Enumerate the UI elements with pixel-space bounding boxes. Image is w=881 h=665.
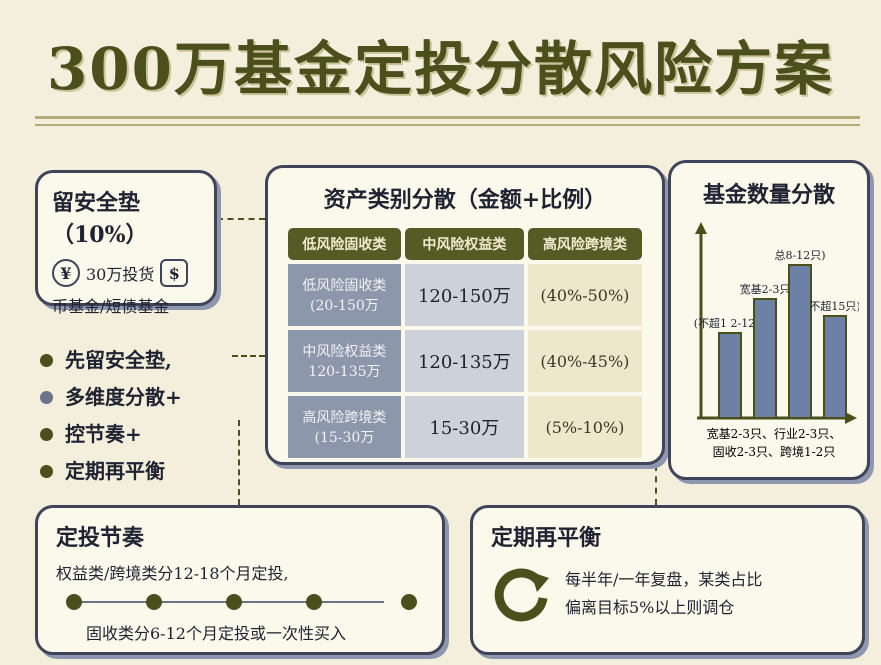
rebalance-heading: 定期再平衡 <box>491 525 602 551</box>
percent-cell: (5%-10%) <box>527 396 642 458</box>
x-axis-arrow-icon <box>845 412 857 424</box>
percent-cell: (40%-50%) <box>527 264 642 326</box>
fund-count-chart: (不超1 2-12只 宽基2-3只 总8-12只) 不超15只) 宽基2-3只、行业2-… <box>694 222 859 459</box>
table-row: 低风险固收类 (20-150万 120-150万 (40%-50%) <box>288 264 642 326</box>
allocation-table: 低风险固收类 中风险权益类 高风险跨境类 低风险固收类 (20-150万 120-… <box>284 224 646 462</box>
strategy-bullets: 先留安全垫, 多维度分散+ 控节奏+ 定期再平衡 <box>40 342 182 490</box>
bullet-item: 控节奏+ <box>40 416 182 453</box>
x-axis-label: 宽基2-3只、行业2-3只、 <box>707 426 842 441</box>
table-row: 中风险权益类 120-135万 120-135万 (40%-45%) <box>288 330 642 392</box>
bar-label: 总8-12只) <box>774 248 825 262</box>
timeline-dot-icon <box>306 594 322 610</box>
connector <box>217 218 265 220</box>
timeline-dot-icon <box>146 594 162 610</box>
rhythm-line1: 权益类/跨境类分12-18个月定投, <box>56 564 289 583</box>
bar <box>823 315 847 419</box>
chart-title: 基金数量分散 <box>702 182 835 208</box>
rebalance-line2: 偏离目标5%以上则调仓 <box>565 598 735 617</box>
money-bag-icon: $ <box>160 259 189 287</box>
column-header: 高风险跨境类 <box>527 228 642 260</box>
bullet-dot-icon <box>40 391 53 404</box>
x-axis-label: 固收2-3只、跨境1-2只 <box>713 444 836 459</box>
bar-label: 不超15只) <box>809 299 859 313</box>
dca-rhythm-card: 定投节奏 权益类/跨境类分12-18个月定投, 固收类分6-12个月定投或一次性… <box>35 505 445 655</box>
table-row: 高风险跨境类 (15-30万 15-30万 (5%-10%) <box>288 396 642 458</box>
amount-cell: 15-30万 <box>404 396 524 458</box>
safety-heading: 留安全垫（10%） <box>52 190 148 248</box>
amount-cell: 120-150万 <box>404 264 524 326</box>
bullet-item: 多维度分散+ <box>40 379 182 416</box>
safety-line2: 币基金/短债基金 <box>52 297 170 316</box>
safety-line1: 30万投货 <box>86 265 155 284</box>
divider <box>35 116 860 119</box>
bullet-dot-icon <box>40 354 53 367</box>
rebalance-line1: 每半年/一年复盘，某类占比 <box>565 570 763 589</box>
connector <box>232 355 265 357</box>
bar <box>753 298 777 419</box>
bullet-item: 定期再平衡 <box>40 453 182 490</box>
timeline-dot-icon <box>226 594 242 610</box>
page-title: 300万基金定投分散风险方案 <box>46 35 835 103</box>
bullet-dot-icon <box>40 465 53 478</box>
asset-allocation-card: 资产类别分散（金额+比例） 低风险固收类 中风险权益类 高风险跨境类 低风险固收… <box>265 165 665 465</box>
timeline <box>56 592 424 612</box>
fund-count-card: 基金数量分散 (不超1 2-12只 宽基2-3只 总8-12只) 不超15只) 宽基2-… <box>668 160 870 480</box>
connector <box>238 420 240 505</box>
column-header: 中风险权益类 <box>404 228 524 260</box>
category-cell: 中风险权益类 120-135万 <box>288 330 401 392</box>
rebalance-card: 定期再平衡 每半年/一年复盘，某类占比 偏离目标5%以上则调仓 <box>470 505 865 655</box>
connector <box>655 465 657 505</box>
bullet-dot-icon <box>40 428 53 441</box>
bar-label: (不超1 2-12只 <box>694 316 767 330</box>
timeline-dot-icon <box>66 594 82 610</box>
timeline-dot-icon <box>401 594 417 610</box>
yen-coin-icon: ¥ <box>52 259 80 287</box>
y-axis-arrow-icon <box>695 222 707 234</box>
allocation-heading: 资产类别分散（金额+比例） <box>323 187 607 213</box>
cycle-arrow-icon <box>494 568 549 622</box>
bar-label: 宽基2-3只 <box>740 282 791 296</box>
category-cell: 低风险固收类 (20-150万 <box>288 264 401 326</box>
rhythm-heading: 定投节奏 <box>56 525 145 551</box>
category-cell: 高风险跨境类 (15-30万 <box>288 396 401 458</box>
bullet-item: 先留安全垫, <box>40 342 182 379</box>
column-header: 低风险固收类 <box>288 228 401 260</box>
bar <box>718 332 742 419</box>
bar <box>788 264 812 419</box>
divider <box>35 124 860 126</box>
rhythm-line2: 固收类分6-12个月定投或一次性买入 <box>86 624 346 643</box>
safety-cushion-card: 留安全垫（10%） ¥ 30万投货 $ 币基金/短债基金 <box>35 170 217 316</box>
percent-cell: (40%-45%) <box>527 330 642 392</box>
amount-cell: 120-135万 <box>404 330 524 392</box>
